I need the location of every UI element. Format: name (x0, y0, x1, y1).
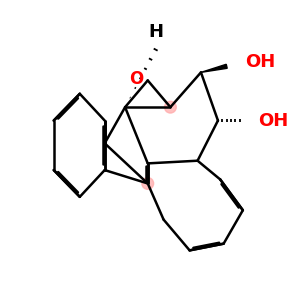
Text: OH: OH (245, 52, 275, 70)
Circle shape (164, 101, 176, 113)
Circle shape (142, 178, 154, 189)
Text: OH: OH (259, 112, 289, 130)
Text: H: H (148, 23, 163, 41)
Text: O: O (129, 70, 144, 88)
Polygon shape (201, 64, 227, 72)
